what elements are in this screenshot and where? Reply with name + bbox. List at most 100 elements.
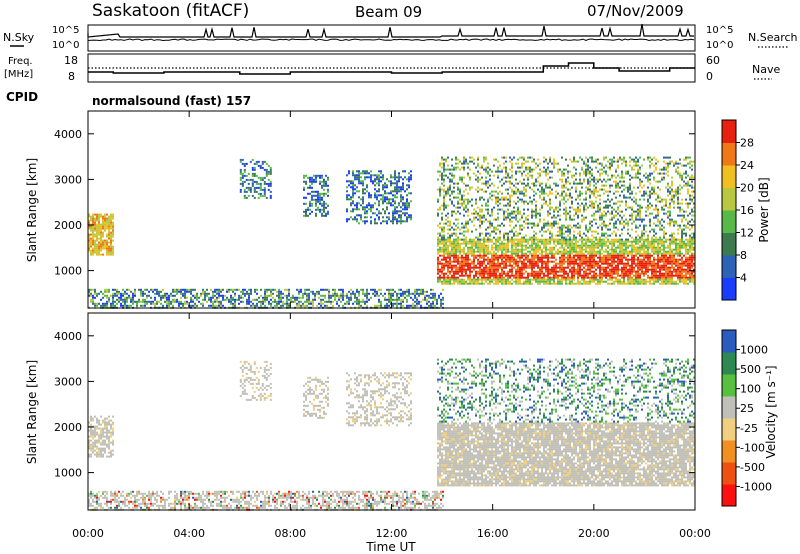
power-cell bbox=[451, 250, 453, 253]
power-cell bbox=[639, 240, 641, 243]
power-cell bbox=[663, 252, 665, 255]
power-cell bbox=[601, 280, 603, 283]
power-cell bbox=[251, 166, 254, 169]
power-cell bbox=[611, 250, 613, 253]
power-cell bbox=[475, 210, 477, 213]
power-cell bbox=[579, 274, 581, 277]
power-cell bbox=[511, 174, 513, 177]
power-cell bbox=[102, 292, 104, 295]
power-cell bbox=[515, 182, 517, 185]
power-cell bbox=[509, 256, 511, 259]
power-cell bbox=[617, 266, 619, 269]
power-cell bbox=[469, 264, 471, 267]
power-cell bbox=[637, 258, 639, 261]
power-cell bbox=[92, 298, 94, 301]
power-cell bbox=[376, 196, 378, 199]
power-cell bbox=[325, 206, 327, 209]
power-cell bbox=[563, 278, 565, 281]
power-cell bbox=[493, 246, 495, 249]
power-cell bbox=[673, 240, 675, 243]
power-cell bbox=[164, 294, 166, 297]
power-cell bbox=[641, 268, 643, 271]
power-cell bbox=[256, 304, 258, 307]
power-cell bbox=[348, 300, 350, 303]
power-cell bbox=[346, 302, 348, 305]
power-cell bbox=[487, 166, 489, 169]
power-cell bbox=[304, 288, 306, 291]
power-cell bbox=[327, 194, 329, 197]
power-cell bbox=[673, 252, 675, 255]
power-cell bbox=[633, 282, 635, 285]
power-cell bbox=[569, 260, 571, 263]
power-cell bbox=[443, 168, 445, 171]
power-cell bbox=[599, 258, 601, 261]
power-cell bbox=[543, 276, 545, 279]
power-cell bbox=[489, 224, 491, 227]
power-cell bbox=[390, 292, 392, 295]
power-cell bbox=[595, 274, 597, 277]
power-cell bbox=[535, 264, 537, 267]
power-cell bbox=[629, 250, 631, 253]
power-cell bbox=[142, 294, 144, 297]
power-cell bbox=[479, 198, 481, 201]
power-cell bbox=[239, 158, 242, 161]
power-cell bbox=[623, 274, 625, 277]
power-cell bbox=[439, 242, 441, 245]
power-cell bbox=[269, 190, 272, 193]
power-cell bbox=[481, 164, 483, 167]
power-cell bbox=[400, 220, 402, 223]
power-cell bbox=[517, 266, 519, 269]
power-cell bbox=[366, 300, 368, 303]
power-cell bbox=[679, 278, 681, 281]
power-cell bbox=[319, 194, 321, 197]
power-cell bbox=[374, 184, 376, 187]
power-cell bbox=[477, 260, 479, 263]
power-cell bbox=[685, 262, 687, 265]
power-cell bbox=[487, 256, 489, 259]
power-cell bbox=[685, 244, 687, 247]
power-cell bbox=[356, 300, 358, 303]
power-cell bbox=[463, 248, 465, 251]
power-cell bbox=[483, 254, 485, 257]
power-cell bbox=[569, 282, 571, 285]
power-cell bbox=[250, 300, 252, 303]
power-cell bbox=[529, 174, 531, 177]
power-cell bbox=[94, 247, 96, 250]
power-cell bbox=[414, 290, 416, 293]
power-cell bbox=[661, 248, 663, 251]
power-cell bbox=[465, 254, 467, 257]
power-cell bbox=[358, 298, 360, 301]
power-cell bbox=[437, 262, 439, 265]
power-cell bbox=[595, 272, 597, 275]
power-cell bbox=[416, 292, 418, 295]
power-cell bbox=[323, 180, 325, 183]
power-cell bbox=[467, 210, 469, 213]
power-cell bbox=[459, 250, 461, 253]
power-cell bbox=[509, 238, 511, 241]
power-cell bbox=[445, 278, 447, 281]
power-cell bbox=[350, 198, 352, 201]
power-cell bbox=[597, 274, 599, 277]
power-cell bbox=[533, 256, 535, 259]
power-cell bbox=[645, 260, 647, 263]
power-cell bbox=[501, 244, 503, 247]
power-cell bbox=[386, 216, 388, 219]
power-cell bbox=[248, 300, 250, 303]
power-cell bbox=[487, 260, 489, 263]
power-cell bbox=[328, 288, 330, 291]
power-cell bbox=[447, 216, 449, 219]
power-cell bbox=[126, 288, 128, 291]
power-cell bbox=[392, 194, 394, 197]
power-cell bbox=[543, 274, 545, 277]
power-cell bbox=[104, 221, 106, 224]
power-cell bbox=[559, 270, 561, 273]
power-cell bbox=[587, 276, 589, 279]
power-cell bbox=[527, 260, 529, 263]
power-cell bbox=[515, 264, 517, 267]
power-cell bbox=[406, 304, 408, 307]
power-cell bbox=[443, 222, 445, 225]
power-cell bbox=[396, 220, 398, 223]
power-cell bbox=[443, 248, 445, 251]
power-cell bbox=[509, 156, 511, 159]
power-cell bbox=[98, 247, 100, 250]
